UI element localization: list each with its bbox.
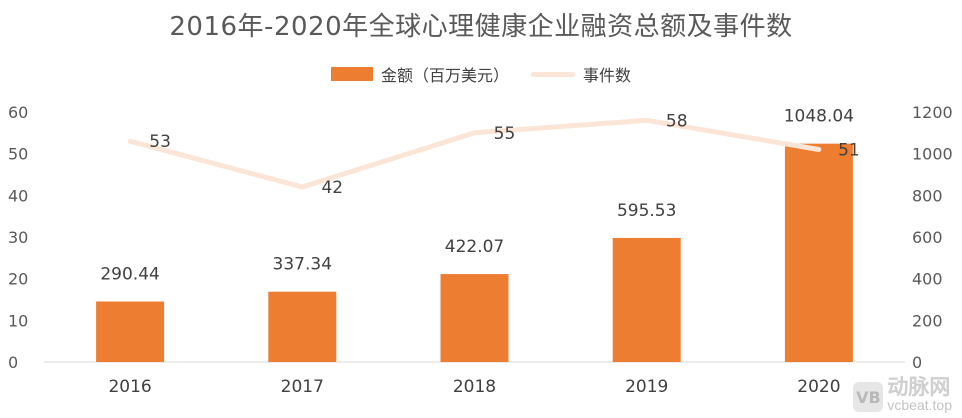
watermark-logo-icon: VB	[853, 382, 884, 412]
y-left-tick-label: 30	[8, 228, 28, 247]
line-data-label: 42	[321, 178, 343, 198]
x-tick-label: 2019	[625, 377, 668, 397]
y-left-tick-label: 10	[8, 311, 28, 330]
bar-data-label: 337.34	[273, 255, 332, 275]
bar-data-label: 595.53	[617, 201, 676, 221]
bar-data-label: 422.07	[445, 237, 504, 257]
y-right-tick-label: 1200	[912, 103, 953, 122]
y-right-tick-label: 400	[912, 270, 943, 289]
x-tick-label: 2020	[797, 377, 840, 397]
y-right-tick-label: 200	[912, 311, 943, 330]
series-line-events	[127, 117, 822, 190]
line-data-label: 53	[149, 132, 171, 152]
y-right-tick-label: 1000	[912, 145, 953, 164]
x-tick-label: 2018	[453, 377, 496, 397]
y-left-tick-label: 0	[8, 353, 18, 372]
bar	[96, 301, 165, 362]
y-right-tick-label: 600	[912, 228, 943, 247]
bar	[612, 237, 681, 362]
bar	[784, 143, 853, 362]
line-data-label: 58	[666, 111, 688, 131]
y-left-tick-label: 60	[8, 103, 28, 122]
line-data-label: 55	[494, 124, 516, 144]
line-data-label: 51	[838, 141, 860, 161]
legend-swatch-amount	[330, 67, 373, 81]
watermark: VB 动脉网 vcbeat.top	[853, 377, 952, 412]
bar	[268, 291, 337, 362]
legend-label-amount: 金额（百万美元）	[380, 66, 509, 85]
legend-item-amount: 金额（百万美元）	[330, 62, 509, 86]
legend-label-events: 事件数	[583, 66, 632, 85]
y-left-tick-label: 50	[8, 145, 28, 164]
legend-item-events: 事件数	[531, 62, 631, 86]
bar-data-label: 290.44	[100, 264, 159, 284]
bar-data-label: 1048.04	[784, 107, 854, 127]
watermark-text: 动脉网 vcbeat.top	[887, 375, 952, 413]
chart-title: 2016年-2020年全球心理健康企业融资总额及事件数	[169, 12, 793, 42]
bar	[440, 274, 509, 362]
x-tick-label: 2017	[281, 377, 324, 397]
y-right-tick-label: 0	[912, 353, 922, 372]
y-right-tick-label: 800	[912, 186, 943, 205]
y-left-tick-label: 20	[8, 270, 28, 289]
legend: 金额（百万美元） 事件数	[0, 62, 962, 86]
watermark-text-en: vcbeat.top	[887, 397, 952, 413]
y-left-tick-label: 40	[8, 186, 28, 205]
legend-swatch-events	[531, 71, 575, 77]
x-tick-label: 2016	[108, 377, 151, 397]
watermark-text-cn: 动脉网	[887, 375, 951, 399]
